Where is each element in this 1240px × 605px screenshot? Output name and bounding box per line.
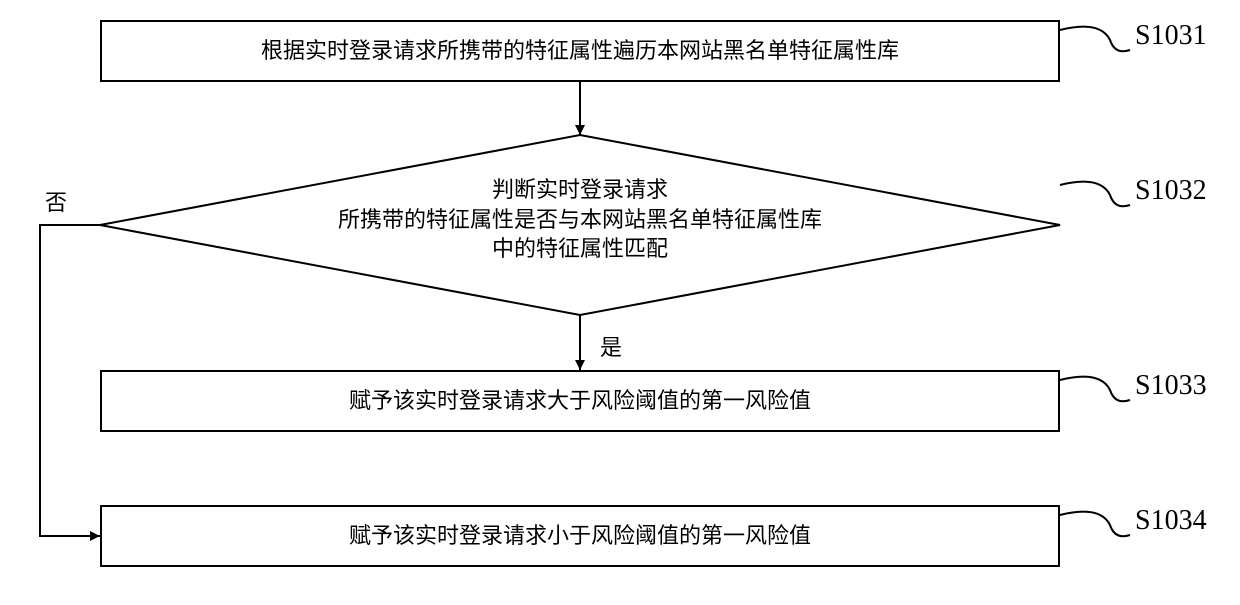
process-s1031-text: 根据实时登录请求所携带的特征属性遍历本网站黑名单特征属性库 [261, 36, 899, 66]
step-label-s1032: S1032 [1135, 175, 1207, 207]
process-s1031: 根据实时登录请求所携带的特征属性遍历本网站黑名单特征属性库 [100, 20, 1060, 82]
process-s1034: 赋予该实时登录请求小于风险阈值的第一风险值 [100, 505, 1060, 567]
step-label-s1033: S1033 [1135, 370, 1207, 402]
decision-s1032 [100, 135, 1060, 315]
step-label-s1031: S1031 [1135, 20, 1207, 52]
process-s1033: 赋予该实时登录请求大于风险阈值的第一风险值 [100, 370, 1060, 432]
edge-s1032-s1034 [40, 225, 100, 536]
edge-label-yes: 是 [600, 330, 622, 362]
process-s1034-text: 赋予该实时登录请求小于风险阈值的第一风险值 [349, 521, 811, 551]
edge-label-no: 否 [45, 185, 67, 217]
flowchart-canvas: 根据实时登录请求所携带的特征属性遍历本网站黑名单特征属性库 S1031 判断实时… [0, 0, 1240, 605]
step-label-s1034: S1034 [1135, 505, 1207, 537]
process-s1033-text: 赋予该实时登录请求大于风险阈值的第一风险值 [349, 386, 811, 416]
